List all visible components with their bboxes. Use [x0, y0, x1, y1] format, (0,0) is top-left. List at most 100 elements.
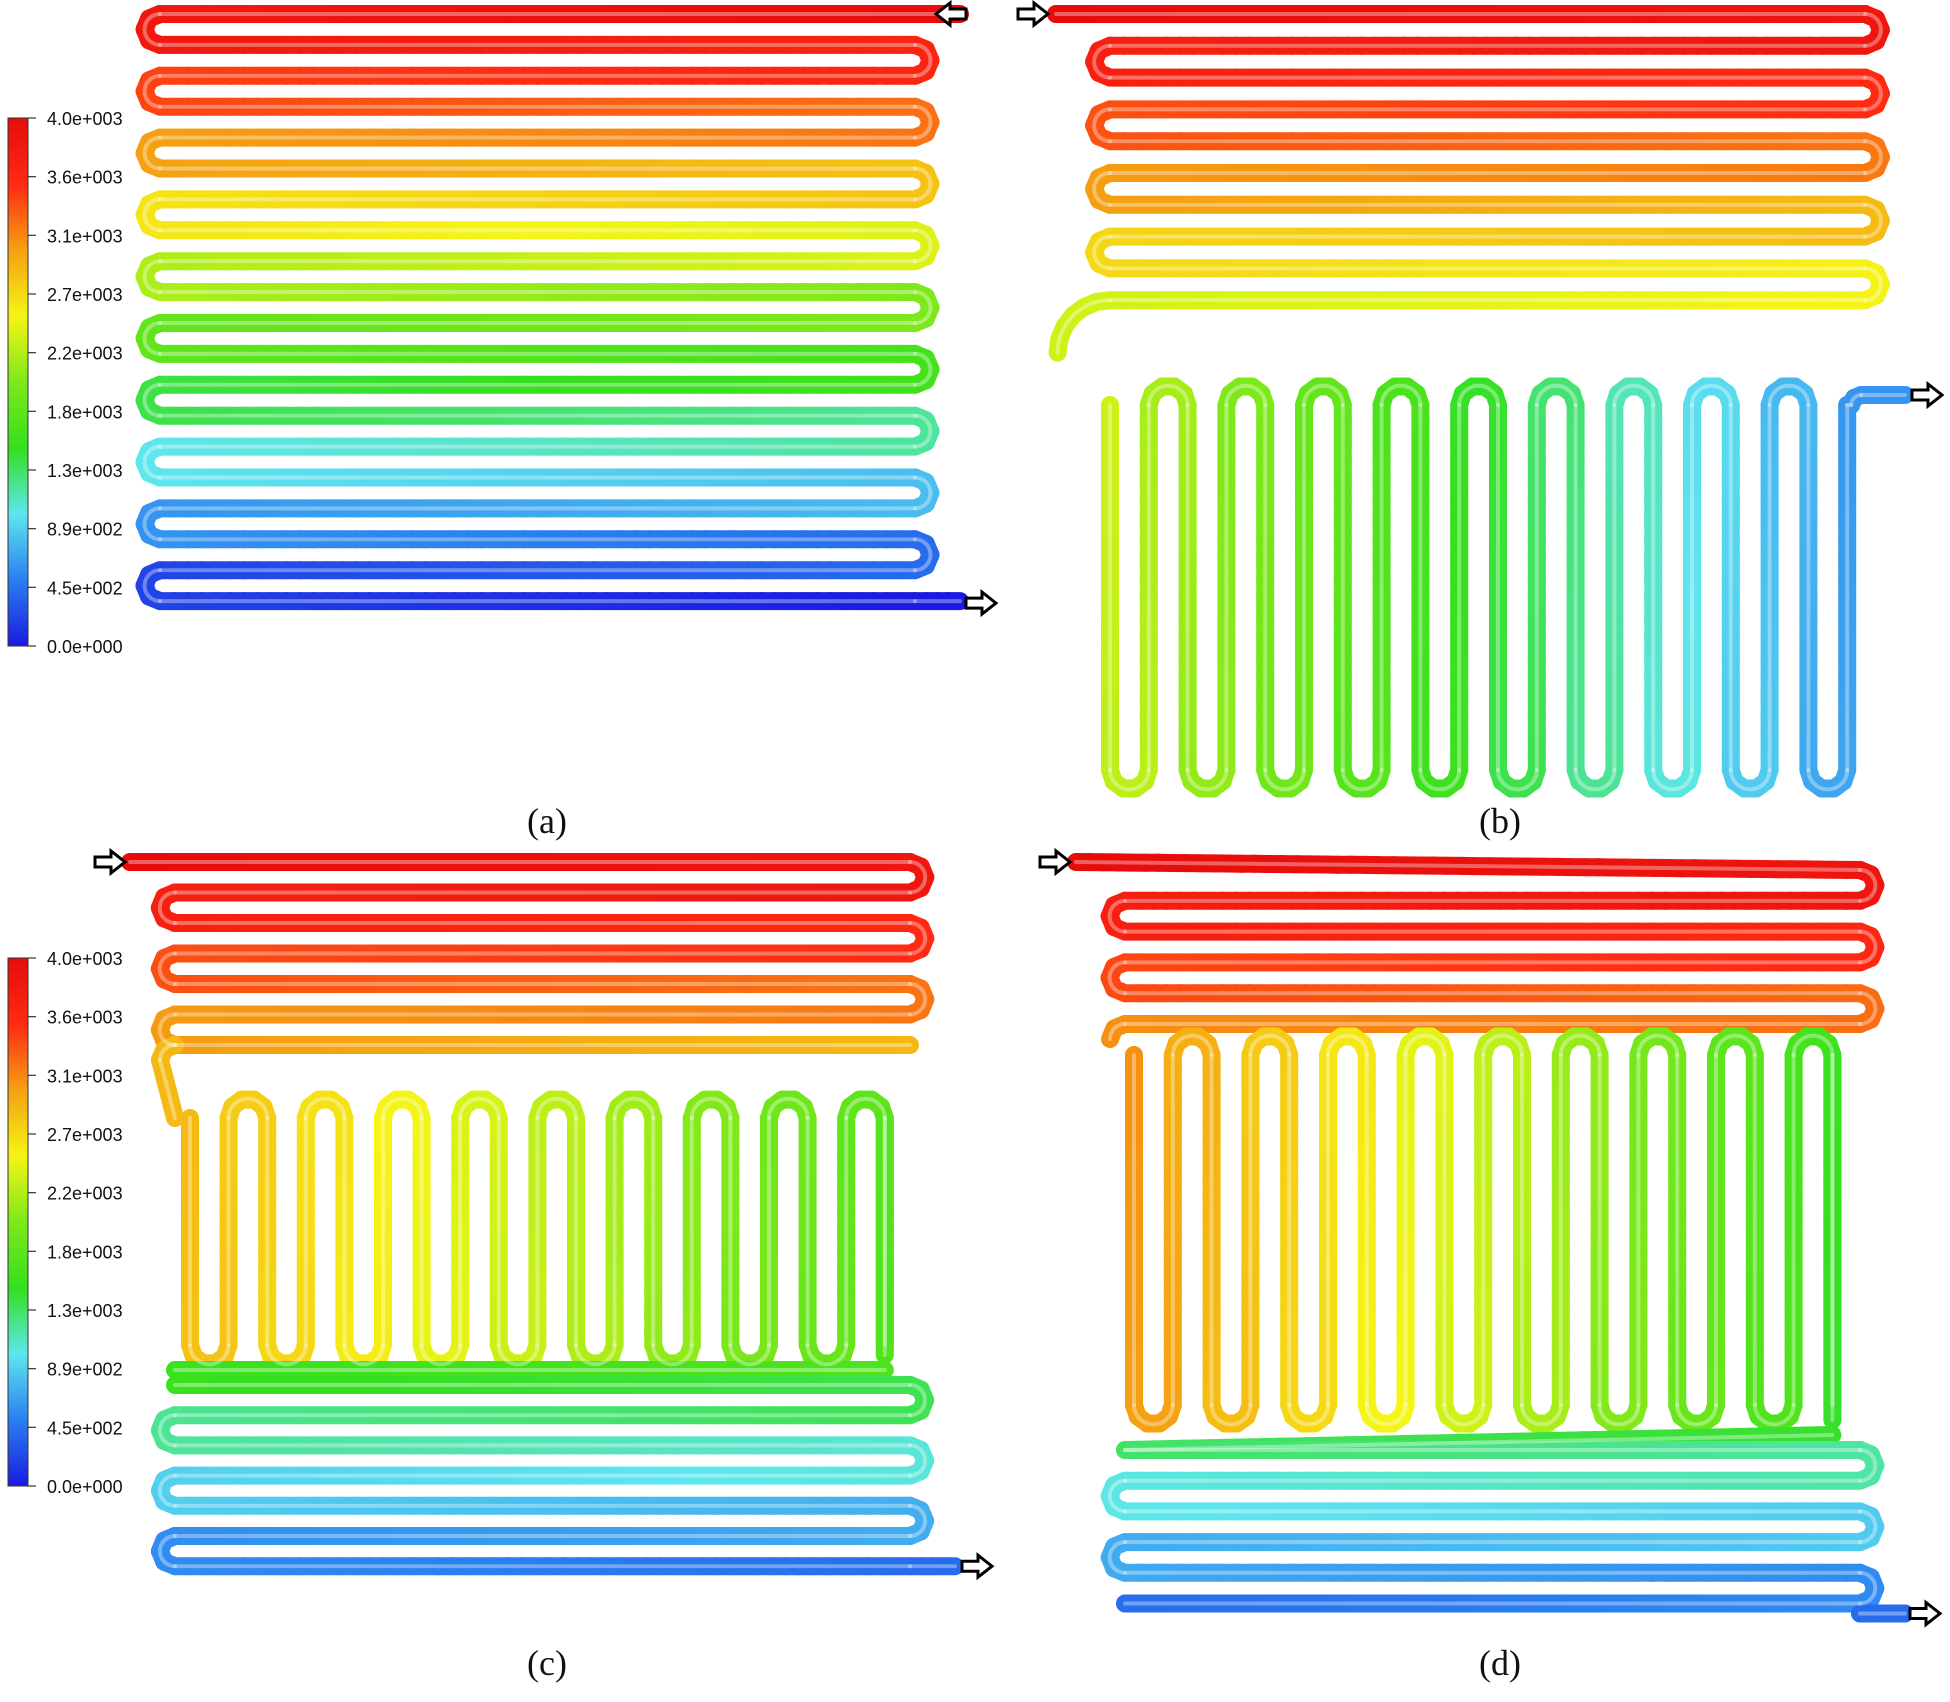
- channel-highlight: [913, 290, 933, 325]
- legend-colorbar: [7, 117, 29, 647]
- flow-arrow-icon: [93, 847, 128, 877]
- legend-tick-label: 1.8e+003: [47, 402, 123, 422]
- legend-tick-label: 4.5e+002: [47, 578, 123, 598]
- channel-highlight: [142, 321, 162, 356]
- channel-highlight: [1224, 383, 1268, 407]
- channel-highlight: [1651, 768, 1694, 792]
- legend-tick-label: 2.2e+003: [47, 1184, 123, 1204]
- channel-highlight: [1055, 298, 1112, 355]
- channel-highlight: [1863, 139, 1883, 175]
- legend-tick-label: 8.9e+002: [47, 520, 123, 540]
- legend-tick-label: 3.1e+003: [47, 1066, 123, 1086]
- channel-segment: [1048, 330, 1069, 362]
- channel-highlight: [142, 135, 162, 171]
- channel-highlight: [303, 1096, 347, 1120]
- channel-highlight: [913, 351, 933, 387]
- panel-b: [1016, 0, 1945, 798]
- channel-highlight: [157, 1012, 177, 1047]
- channel-highlight: [142, 12, 162, 47]
- legend-tick-label: 4.0e+003: [47, 109, 123, 129]
- channel-highlight: [1185, 768, 1229, 792]
- channel-highlight: [728, 1343, 771, 1367]
- channel-highlight: [1092, 43, 1112, 80]
- channel-highlight: [158, 1058, 177, 1120]
- channel-highlight: [805, 1343, 849, 1367]
- legend-colorbar: [7, 957, 29, 1487]
- channel-highlight: [142, 197, 162, 233]
- channel-highlight: [908, 1383, 927, 1418]
- channel-highlight: [651, 1343, 694, 1367]
- channel-highlight: [1146, 383, 1190, 407]
- legend-tick-label: 1.8e+003: [47, 1242, 123, 1262]
- channel-highlight: [142, 568, 162, 604]
- legend-tick-label: 2.7e+003: [47, 1125, 123, 1145]
- legend-tick-label: 2.2e+003: [47, 344, 123, 364]
- channel-segment: [163, 1097, 184, 1127]
- channel-highlight: [157, 890, 177, 925]
- channel-highlight: [913, 228, 933, 264]
- channel-highlight: [908, 982, 928, 1017]
- legend-tick-label: 4.5e+002: [47, 1418, 123, 1438]
- channel-highlight: [419, 1343, 463, 1367]
- channel-highlight: [913, 413, 933, 449]
- channel-highlight: [535, 1096, 578, 1120]
- channel-highlight: [767, 1096, 810, 1120]
- channel-highlight: [142, 382, 162, 418]
- channel-highlight: [913, 537, 933, 573]
- channel-highlight: [908, 860, 928, 895]
- channel-highlight: [1092, 234, 1112, 271]
- channel-highlight: [1302, 383, 1345, 407]
- channel-highlight: [908, 921, 928, 956]
- channel-highlight: [1863, 12, 1883, 48]
- channel-highlight: [1612, 383, 1656, 407]
- channel-highlight: [342, 1343, 385, 1367]
- legend-tick-label: 3.6e+003: [47, 168, 123, 188]
- legend-tick-label: 0.0e+000: [47, 637, 123, 657]
- channel-highlight: [908, 1443, 927, 1478]
- channel-highlight: [1863, 266, 1883, 303]
- flow-arrow-icon: [1016, 0, 1051, 29]
- panel-d: [1038, 847, 1943, 1628]
- channel-highlight: [226, 1096, 270, 1120]
- panel-c: [93, 847, 995, 1581]
- flow-arrow-icon: [1910, 380, 1945, 410]
- channel-highlight: [1863, 75, 1883, 112]
- panel-a: [135, 0, 999, 618]
- channel-highlight: [1340, 768, 1384, 792]
- legend-tick-label: 3.6e+003: [47, 1008, 123, 1028]
- legend-tick-label: 1.3e+003: [47, 1301, 123, 1321]
- channel-highlight: [458, 1096, 501, 1120]
- channel-highlight: [1863, 202, 1883, 239]
- channel-segment: [1101, 1019, 1124, 1048]
- flow-arrow-icon: [964, 589, 999, 618]
- channel-highlight: [142, 73, 162, 109]
- legend-tick-label: 3.1e+003: [47, 226, 123, 246]
- channel-highlight: [1806, 768, 1850, 792]
- color-legend-bottom: 4.0e+003 3.6e+003 3.1e+003 2.7e+003 2.2e+003…: [7, 949, 123, 1497]
- channel-highlight: [913, 166, 933, 202]
- legend-tick-label: 8.9e+002: [47, 1360, 123, 1380]
- channel-highlight: [496, 1343, 540, 1367]
- channel-highlight: [1728, 768, 1772, 792]
- legend-tick-label: 4.0e+003: [47, 949, 123, 969]
- channel-highlight: [1263, 768, 1306, 792]
- channel-highlight: [908, 1503, 927, 1538]
- channel-highlight: [1379, 383, 1423, 407]
- channel-highlight: [265, 1343, 308, 1367]
- channel-highlight: [1092, 171, 1112, 207]
- channel-highlight: [1849, 393, 1864, 407]
- channel-highlight: [142, 506, 162, 542]
- channel-highlight: [158, 1534, 177, 1569]
- legend-tick-label: 2.7e+003: [47, 285, 123, 305]
- flow-arrow-icon: [960, 1552, 995, 1581]
- channel-highlight: [1534, 383, 1578, 407]
- channel-highlight: [158, 1043, 177, 1062]
- channel-highlight: [381, 1096, 424, 1120]
- channel-highlight: [1092, 107, 1112, 144]
- channel-highlight: [1690, 383, 1733, 407]
- channel-highlight: [689, 1096, 733, 1120]
- channel-highlight: [913, 42, 933, 78]
- channel-highlight: [142, 444, 162, 480]
- channel-highlight: [913, 475, 933, 511]
- channel-highlight: [574, 1343, 617, 1367]
